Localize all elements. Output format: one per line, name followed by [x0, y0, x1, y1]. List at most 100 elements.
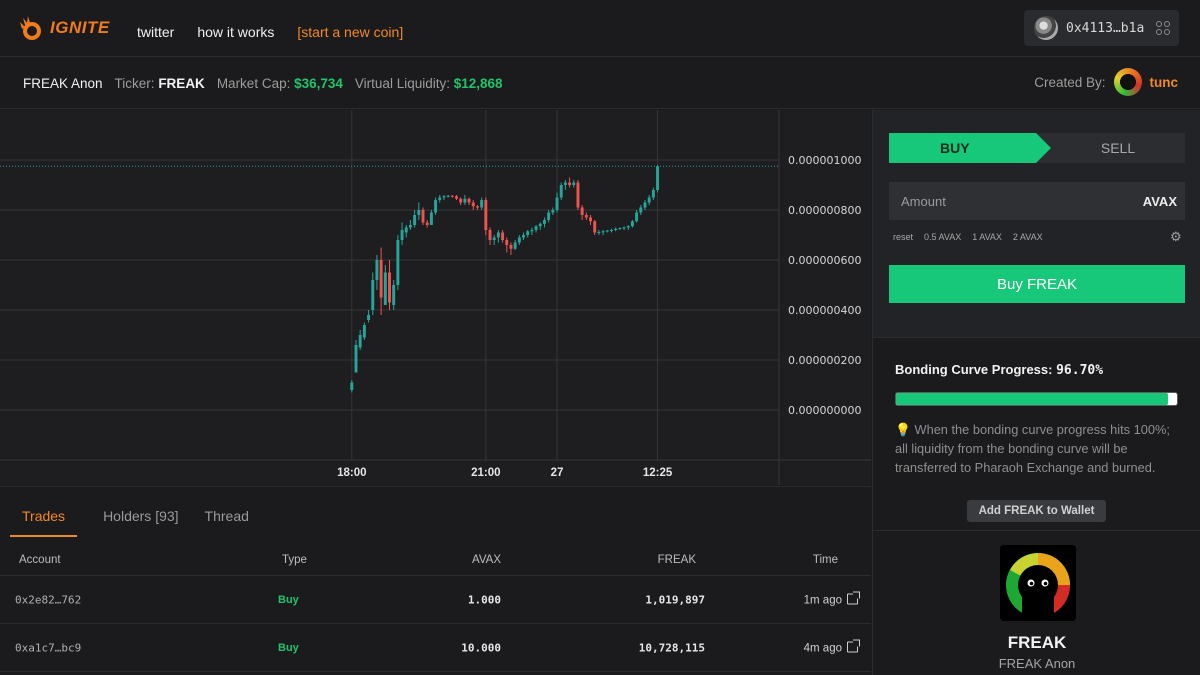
candle-body: [371, 280, 375, 310]
tab-thread[interactable]: Thread: [204, 508, 249, 524]
trade-account-link[interactable]: 0xa1c7…bc9: [15, 641, 82, 654]
token-info-bar: FREAK Anon Ticker: FREAK Market Cap: $36…: [0, 57, 1200, 109]
gear-icon[interactable]: ⚙: [1170, 229, 1182, 244]
candle-body: [647, 197, 651, 203]
candle-body: [635, 212, 639, 222]
candle-body: [513, 242, 517, 249]
candle-body: [555, 197, 559, 210]
wallet-button[interactable]: 0x4113…b1a: [1024, 10, 1179, 46]
amount-field-container: AVAX: [889, 182, 1185, 220]
quick-0-5-avax-button[interactable]: 0.5 AVAX: [924, 232, 962, 242]
candle-body: [404, 227, 408, 233]
tab-holders[interactable]: Holders [93]: [103, 508, 179, 524]
candle-body: [651, 190, 655, 198]
candle-body: [626, 226, 630, 228]
candle-body: [488, 230, 492, 240]
trade-type: Buy: [278, 593, 299, 606]
creator-name-link[interactable]: tunc: [1149, 74, 1179, 90]
chart-background: [0, 110, 871, 485]
candle-body: [589, 217, 592, 222]
candle-body: [501, 232, 505, 240]
amount-unit: AVAX: [1142, 193, 1177, 209]
quick-2-avax-button[interactable]: 2 AVAX: [1012, 232, 1043, 242]
trades-section: Trades Holders [93] Thread Account Type …: [0, 486, 871, 675]
token-name: FREAK: [1007, 633, 1067, 652]
candle-body: [526, 231, 530, 235]
add-to-wallet-button[interactable]: Add FREAK to Wallet: [967, 500, 1106, 522]
buy-tab[interactable]: BUY: [889, 133, 1051, 163]
trades-table-header: Account Type AVAX FREAK Time: [0, 554, 871, 576]
y-tick-label: 0.000000600: [788, 254, 861, 267]
candle-body: [375, 260, 379, 280]
bonding-curve-note: 💡 When the bonding curve progress hits 1…: [895, 420, 1185, 477]
candlestick-chart[interactable]: 0.000001000 0.000000800 0.000000600 0.00000…: [0, 110, 871, 485]
amount-input[interactable]: [901, 193, 1101, 209]
buy-token-button[interactable]: Buy FREAK: [889, 265, 1185, 303]
ignite-logo[interactable]: IGNITE: [16, 14, 110, 42]
nav-twitter-link[interactable]: twitter: [137, 24, 175, 40]
candle-body: [605, 230, 609, 232]
grid-icon: [1156, 21, 1171, 35]
trade-time[interactable]: 4m ago: [803, 639, 860, 654]
candle-body: [522, 235, 525, 238]
quick-reset-button[interactable]: reset: [893, 232, 914, 242]
trade-avax: 1.000: [467, 593, 501, 606]
candle-body: [568, 182, 572, 185]
candle-body: [425, 222, 429, 225]
candle-body: [551, 210, 555, 213]
external-link-icon[interactable]: [847, 591, 860, 604]
candle-body: [534, 226, 538, 230]
col-type: Type: [282, 554, 307, 566]
col-account: Account: [19, 554, 61, 566]
external-link-icon[interactable]: [847, 639, 860, 652]
col-time: Time: [812, 554, 838, 566]
ticker-label: Ticker:: [114, 76, 155, 91]
sell-tab[interactable]: SELL: [1100, 140, 1136, 156]
candle-body: [450, 195, 454, 197]
candle-body: [563, 182, 567, 185]
candle-body: [576, 182, 580, 208]
created-by-label: Created By:: [1034, 74, 1106, 90]
table-row: 0x2e82…762 Buy 1.000 1,019,897 1m ago: [0, 576, 871, 624]
candle-body: [367, 315, 371, 320]
candle-body: [572, 182, 576, 185]
main-nav: twitter how it works [start a new coin]: [137, 24, 403, 40]
candle-body: [505, 240, 509, 245]
creator-avatar[interactable]: [1113, 68, 1142, 96]
x-tick-label: 21:00: [471, 467, 500, 479]
trade-time-text: 4m ago: [803, 642, 842, 654]
price-chart[interactable]: 0.000001000 0.000000800 0.000000600 0.00000…: [0, 110, 871, 485]
candle-body: [639, 207, 643, 213]
y-tick-label: 0.000000200: [788, 354, 861, 367]
y-tick-label: 0.000000000: [788, 404, 861, 417]
col-avax: AVAX: [472, 554, 501, 566]
creator-info: Created By: tunc: [1034, 68, 1178, 96]
trade-type: Buy: [278, 641, 299, 654]
nav-how-it-works-link[interactable]: how it works: [197, 24, 275, 40]
trade-time[interactable]: 1m ago: [804, 591, 860, 606]
candle-body: [408, 225, 412, 228]
candle-body: [496, 232, 500, 238]
quick-1-avax-button[interactable]: 1 AVAX: [972, 232, 1002, 242]
candle-body: [396, 240, 400, 285]
market-cap-group: Market Cap: $36,734: [217, 76, 343, 91]
candle-body: [618, 228, 622, 229]
candle-body: [610, 230, 613, 231]
candle-body: [656, 166, 660, 190]
candle-body: [442, 196, 446, 198]
bonding-curve-label: Bonding Curve Progress:: [895, 362, 1053, 377]
trade-avax: 10.000: [461, 641, 501, 654]
y-tick-label: 0.000000400: [788, 304, 861, 317]
candle-body: [354, 345, 358, 373]
trade-account-link[interactable]: 0x2e82…762: [15, 593, 82, 606]
candle-body: [400, 230, 404, 240]
tab-trades[interactable]: Trades: [10, 487, 78, 537]
candle-body: [480, 200, 484, 208]
logo-text: IGNITE: [50, 18, 110, 37]
nav-start-new-coin-link[interactable]: [start a new coin]: [297, 24, 404, 40]
progress-fill: [896, 393, 1168, 405]
col-token: FREAK: [657, 554, 696, 566]
candle-body: [362, 325, 366, 338]
candle-body: [542, 220, 546, 224]
candle-body: [459, 198, 463, 203]
